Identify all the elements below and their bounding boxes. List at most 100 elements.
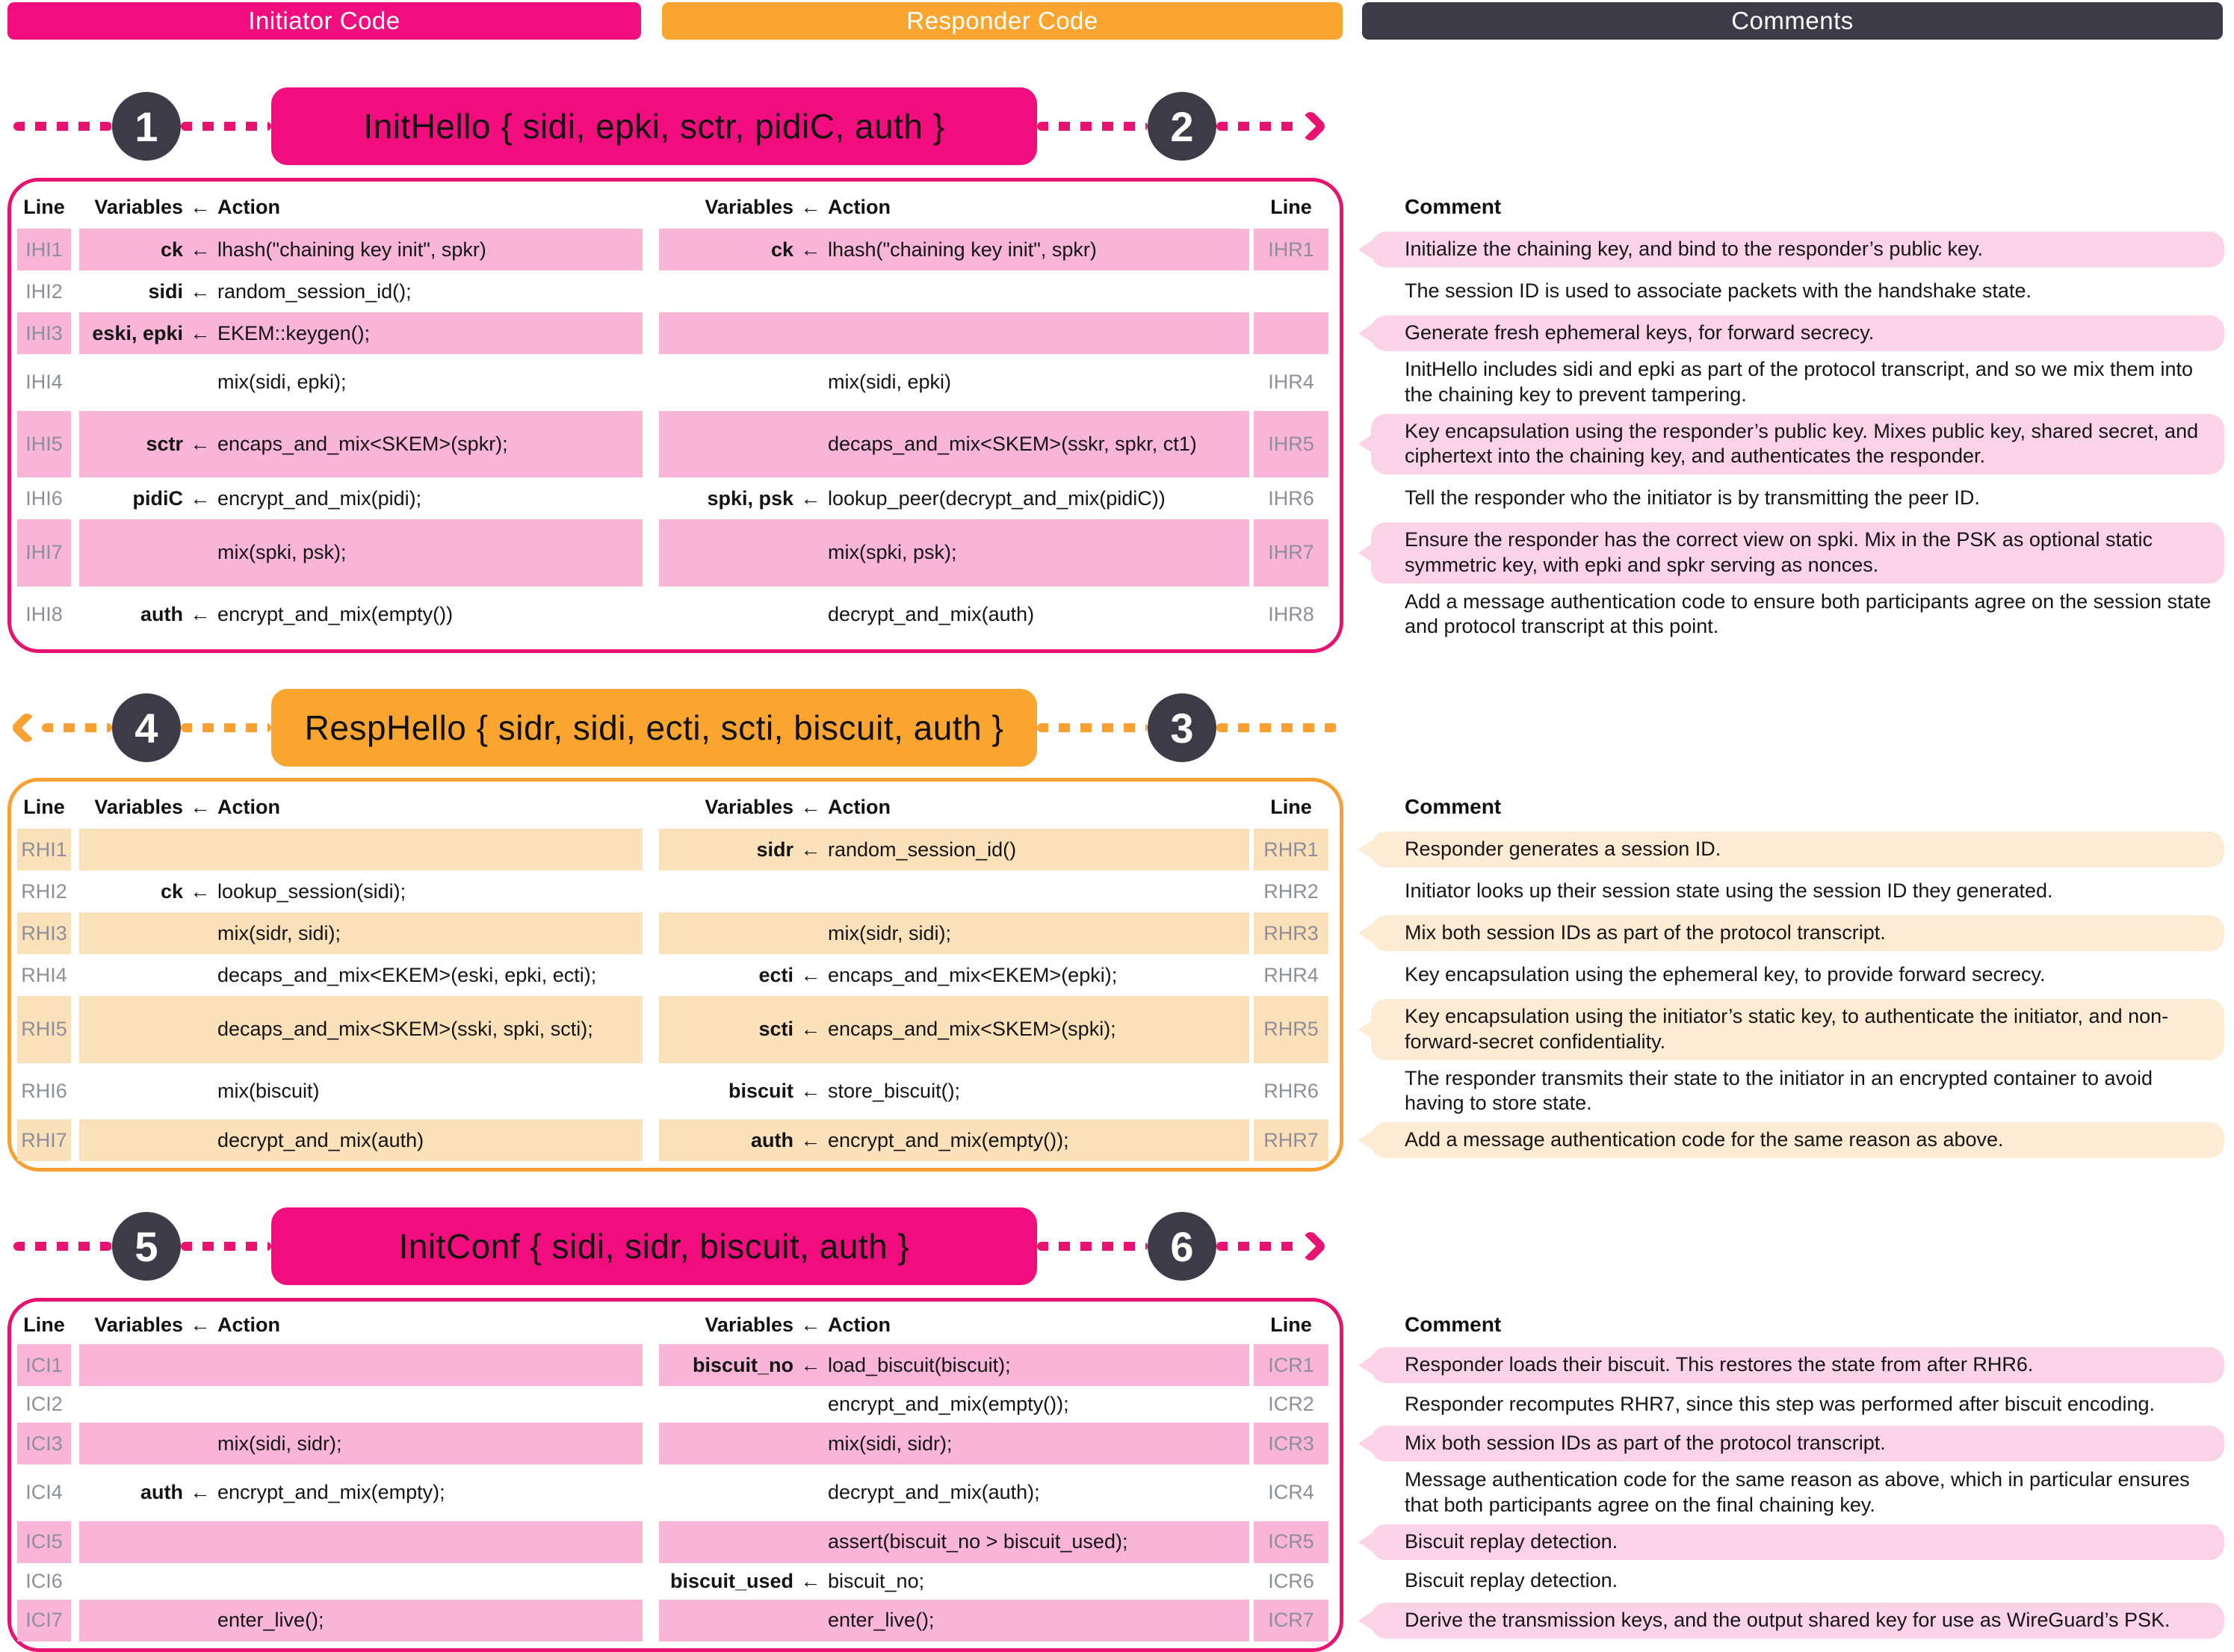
assign-arrow-icon: ← [800,838,821,861]
comment-cell: Biscuit replay detection. [1328,1563,2234,1600]
line-column-header: Line [1270,1313,1312,1336]
initiator-action-cell: mix(sidi, epki); [79,354,643,411]
action-code: mix(sidr, sidi); [828,921,952,944]
comment-cell: Mix both session IDs as part of the prot… [1328,1423,2234,1464]
column-gap [71,1600,79,1642]
line-label: RHR3 [1254,912,1328,954]
table-frame [7,778,1343,1172]
column-gap [643,1305,659,1344]
initiator-action-cell [79,1386,643,1423]
dashed-flow-line [13,122,112,131]
column-gap [643,1344,659,1386]
comment-column-header: Comment [1328,1305,2234,1344]
line-label: IHI1 [17,229,71,270]
initiator-action-cell [79,829,643,870]
comment-cell: Key encapsulation using the initiator’s … [1328,996,2234,1063]
line-label: IHR4 [1268,371,1314,394]
sections-container: 1 InitHello { sidi, epki, sctr, pidiC, au… [0,87,2234,1652]
action-code: Action [217,195,280,218]
variable-name: sidi [148,279,183,303]
column-gap [71,1464,79,1521]
assign-arrow-icon: ← [190,195,211,218]
column-gap [643,912,659,954]
line-label: IHI6 [25,486,63,510]
column-gap [643,477,659,519]
line-label: ICR4 [1268,1481,1314,1504]
column-gap [643,185,659,229]
dashed-flow-line [1216,1242,1302,1251]
comment-cell: The responder transmits their state to t… [1328,1063,2234,1120]
step-number-1: 1 [112,92,181,161]
line-label: RHR7 [1254,1119,1328,1161]
variable-name: auth [751,1128,793,1151]
line-column-header: Line [23,795,65,818]
line-label [1254,312,1328,354]
action-code: encrypt_and_mix(empty()); [828,1393,1069,1415]
line-label: ICR2 [1268,1393,1314,1415]
action-code: decaps_and_mix<SKEM>(sskr, spkr, ct1) [828,432,1197,455]
comment-cell: Biscuit replay detection. [1328,1521,2234,1563]
column-gap [643,411,659,478]
comment-bubble: Key encapsulation using the responder’s … [1371,413,2224,474]
line-label [1254,270,1328,312]
assign-arrow-icon: ← [190,879,211,903]
variable-name: scti [758,1018,793,1041]
action-code: random_session_id() [828,838,1017,861]
line-label: ICI7 [17,1599,71,1642]
initiator-action-cell: ck ← lhash("chaining key init", spkr) [79,229,643,270]
initiator-action-cell: pidiC ← encrypt_and_mix(pidi); [79,477,643,519]
column-gap [643,954,659,996]
action-code: Action [217,795,280,818]
column-gap [643,587,659,643]
assign-arrow-icon: ← [190,279,211,303]
comment-column-header: Comment [1328,185,2234,229]
initiator-action-cell: ck ← lookup_session(sidi); [79,870,643,912]
comment-text: Responder recomputes RHR7, since this st… [1405,1392,2155,1415]
action-code: decaps_and_mix<EKEM>(eski, epki, ecti); [217,963,597,986]
dashed-flow-line [181,1242,271,1251]
comment-text: Tell the responder who the initiator is … [1405,486,1980,510]
action-code: mix(biscuit) [217,1079,320,1102]
dashed-flow-line [181,723,271,732]
action-code: EKEM::keygen(); [217,321,371,344]
initiator-action-cell [79,1520,643,1563]
line-label: ICI5 [17,1520,71,1563]
assign-arrow-icon: ← [800,1569,821,1592]
initiator-code-header: Initiator Code [7,2,641,40]
initiator-action-cell: sidi ← random_session_id(); [79,270,643,312]
comment-cell: Derive the transmission keys, and the ou… [1328,1600,2234,1642]
table-frame [7,178,1343,653]
column-gap [71,229,79,270]
comment-column-header: Comment [1328,785,2234,829]
variable-name: Variables [705,195,793,218]
line-label: ICI1 [17,1344,71,1386]
comment-bubble: Generate fresh ephemeral keys, for forwa… [1371,315,2224,351]
responder-action-header: Variables ← Action [659,785,1249,829]
column-gap [71,1563,79,1600]
line-label: RHR6 [1263,1079,1319,1102]
column-gap [71,996,79,1063]
column-gap [71,1344,79,1386]
comment-text: Initiator looks up their session state u… [1405,879,2053,903]
assign-arrow-icon: ← [190,238,211,261]
initiator-action-header: Variables ← Action [79,185,643,229]
assign-arrow-icon: ← [190,602,211,625]
comment-text: Biscuit replay detection. [1405,1569,1618,1592]
column-gap [71,185,79,229]
comment-cell: InitHello includes sidi and epki as part… [1328,354,2234,411]
responder-action-cell: encrypt_and_mix(empty()); [659,1386,1249,1423]
line-label: ICR1 [1254,1344,1328,1386]
responder-action-cell: auth ← encrypt_and_mix(empty()); [659,1119,1249,1161]
protocol-table: Line Variables ← Action Variables ← Action Line… [0,1298,2234,1652]
responder-action-cell: decaps_and_mix<SKEM>(sskr, spkr, ct1) [659,410,1249,477]
step-number-2: 2 [1148,92,1216,161]
line-label: RHR4 [1263,963,1319,986]
action-code: biscuit_no; [828,1569,925,1592]
line-label: RHR5 [1254,996,1328,1063]
variable-name: spki, psk [707,486,793,510]
dashed-flow-line [13,1242,112,1251]
line-label: IHI5 [17,410,71,477]
initiator-action-cell: auth ← encrypt_and_mix(empty()) [79,587,643,643]
dashed-flow-line [1037,122,1148,131]
assign-arrow-icon: ← [190,1313,211,1336]
